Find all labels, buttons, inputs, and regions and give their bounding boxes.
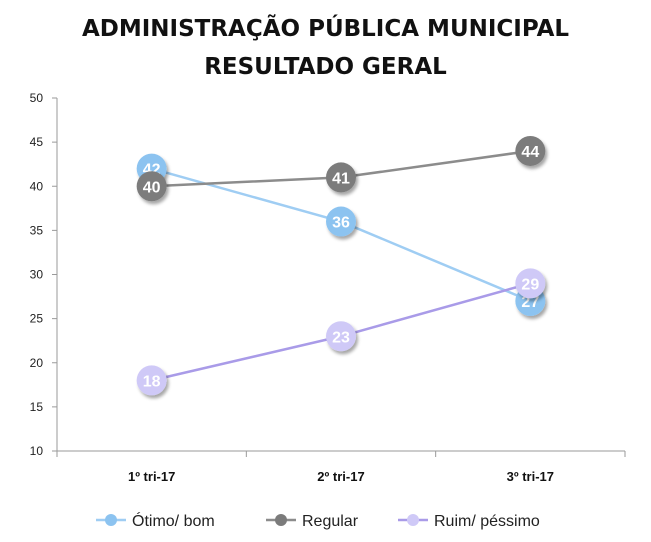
y-tick-label: 10: [30, 444, 44, 458]
chart-title-line-2: RESULTADO GERAL: [204, 54, 447, 80]
data-label: 18: [143, 373, 161, 390]
x-tick-label: 1º tri-17: [128, 469, 175, 484]
data-point-marker: [136, 365, 167, 396]
legend: Ótimo/ bom Regular Ruim/ péssimo: [96, 511, 540, 530]
y-tick-label: 40: [30, 179, 44, 193]
y-tick-label: 35: [30, 223, 44, 237]
data-point-marker: [515, 135, 546, 166]
legend-label: Ótimo/ bom: [132, 511, 215, 530]
data-label: 27: [521, 294, 539, 311]
y-tick-label: 45: [30, 135, 44, 149]
legend-marker: [275, 514, 287, 526]
axes: 10 15 20 25 30 35 40 45 50 1º tri-17 2º tri-17 3º t…: [30, 91, 626, 484]
legend-marker: [407, 514, 419, 526]
y-tick-label: 50: [30, 91, 44, 105]
y-tick-label: 30: [30, 268, 44, 282]
legend-label: Ruim/ péssimo: [434, 513, 540, 530]
data-label: 41: [332, 170, 350, 187]
x-tick-label: 3º tri-17: [507, 469, 554, 484]
y-tick-label: 20: [30, 356, 44, 370]
y-tick-label: 15: [30, 400, 44, 414]
legend-label: Regular: [302, 513, 359, 530]
data-label: 29: [521, 276, 539, 293]
data-label: 36: [332, 215, 350, 232]
chart-title-line-1: ADMINISTRAÇÃO PÚBLICA MUNICIPAL: [81, 16, 570, 42]
data-point-marker: [515, 268, 546, 299]
data-point-marker: [326, 206, 356, 237]
data-point-marker: [326, 162, 356, 193]
data-label: 23: [332, 329, 350, 346]
data-label: 44: [521, 144, 539, 161]
data-point-marker: [326, 321, 356, 352]
data-point-marker: [136, 171, 167, 202]
y-tick-label: 25: [30, 312, 44, 326]
data-label: 40: [143, 179, 161, 196]
x-tick-label: 2º tri-17: [317, 469, 364, 484]
legend-marker: [105, 514, 117, 526]
